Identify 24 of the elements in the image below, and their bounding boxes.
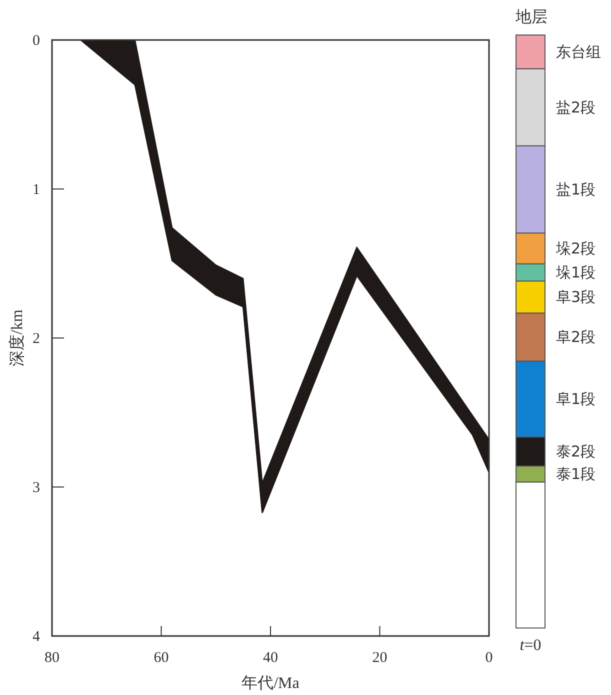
y-tick-label: 0 (32, 33, 40, 49)
series-label: 垛1段 (555, 263, 596, 282)
series-label: 垛2段 (555, 239, 596, 258)
y-tick-label: 3 (32, 480, 40, 496)
series-label: 泰1段 (556, 465, 596, 484)
series-label: 东台组 (556, 42, 601, 61)
x-tick-label: 0 (485, 650, 493, 666)
y-tick-label: 2 (32, 331, 40, 347)
x-tick-label: t=0 (520, 637, 542, 654)
series-label: 阜2段 (556, 328, 596, 346)
x-tick-label: 40 (263, 650, 278, 666)
series-label: 盐2段 (556, 98, 596, 116)
x-tick-label: 80 (44, 650, 60, 666)
series-label: 阜1段 (556, 390, 596, 408)
series-label: 阜3段 (556, 288, 596, 306)
x-tick-label: 20 (372, 650, 388, 666)
y-axis-title: 深度/km (8, 309, 26, 366)
series-label: 盐1段 (556, 180, 596, 198)
x-tick-label: 60 (154, 650, 169, 666)
x-axis-title: 年代/Ma (242, 675, 300, 692)
chart-title: 地层 (514, 7, 548, 26)
y-tick-label: 4 (32, 629, 40, 645)
series-label: 泰2段 (556, 442, 596, 461)
y-tick-label: 1 (32, 182, 40, 198)
